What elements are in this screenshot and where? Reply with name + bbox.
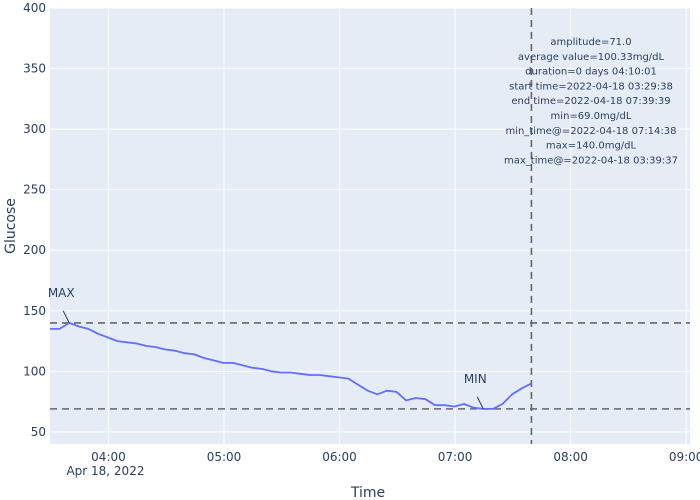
info-box-line: amplitude=71.0 [550, 37, 631, 48]
info-box-line: average value=100.33mg/dL [518, 52, 665, 63]
info-box-line: max=140.0mg/dL [546, 141, 637, 152]
x-axis-title: Time [350, 485, 385, 500]
y-axis-title: Glucose [3, 198, 19, 254]
x-tick-label: 08:00 [553, 450, 588, 464]
info-box-line: duration=0 days 04:10:01 [525, 67, 657, 78]
y-tick-label: 350 [23, 62, 46, 76]
series-layer [50, 321, 532, 410]
info-box-line: max_time@=2022-04-18 03:39:37 [504, 155, 678, 166]
x-tick-date-label: Apr 18, 2022 [66, 464, 144, 478]
y-tick-label: 200 [23, 243, 46, 257]
y-tick-labels: 50 100 150 200 250 300 350 400 [23, 1, 46, 439]
info-box-line: end time=2022-04-18 07:39:39 [511, 96, 670, 107]
info-box: amplitude=71.0 average value=100.33mg/dL d… [504, 37, 678, 166]
annotations: MAX MIN [48, 286, 487, 410]
y-tick-label: 150 [23, 304, 46, 318]
info-box-line: start time=2022-04-18 03:29:38 [509, 81, 673, 92]
max-annotation-label: MAX [48, 286, 75, 300]
max-annotation-arrow [62, 310, 70, 324]
info-box-line: min=69.0mg/dL [551, 111, 632, 122]
y-tick-label: 250 [23, 183, 46, 197]
y-tick-label: 300 [23, 122, 46, 136]
grid-lines [50, 7, 690, 444]
y-tick-label: 50 [31, 425, 46, 439]
min-annotation-arrow [476, 396, 484, 410]
x-tick-label: 06:00 [322, 450, 357, 464]
y-tick-label: 100 [23, 364, 46, 378]
min-annotation-label: MIN [464, 372, 487, 386]
x-tick-label: 09:00 [669, 450, 700, 464]
x-tick-label: 07:00 [438, 450, 473, 464]
x-tick-label: 04:00 [91, 450, 126, 464]
y-tick-label: 400 [23, 1, 46, 15]
info-box-line: min_time@=2022-04-18 07:14:38 [505, 126, 676, 137]
reference-lines [50, 8, 690, 444]
glucose-series-line [50, 321, 532, 410]
x-tick-label: 05:00 [207, 450, 242, 464]
